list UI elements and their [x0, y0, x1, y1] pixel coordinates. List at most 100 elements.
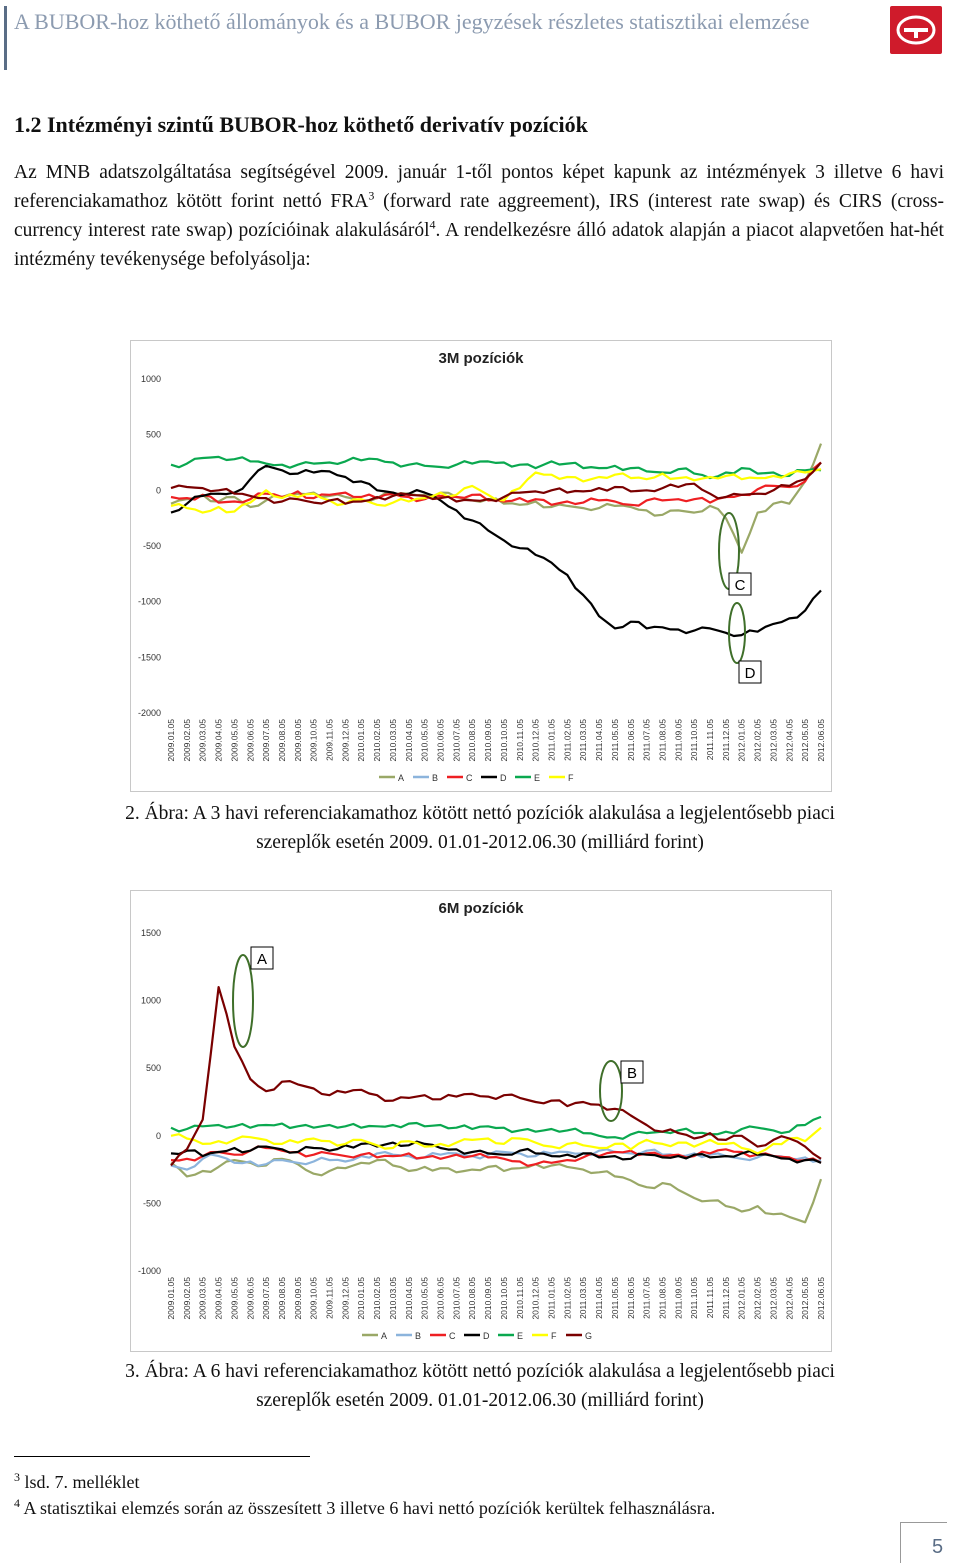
x-tick-label: 2009.03.05: [198, 1277, 208, 1320]
x-tick-label: 2010.04.05: [404, 1277, 414, 1320]
y-tick-label: -500: [143, 1198, 161, 1208]
mnb-logo-icon: [896, 15, 936, 45]
x-tick-label: 2009.07.05: [261, 1277, 271, 1320]
x-tick-label: 2009.06.05: [245, 1277, 255, 1320]
header-accent-bar: [4, 6, 7, 70]
x-tick-label: 2012.02.05: [753, 1277, 763, 1320]
x-tick-label: 2011.01.05: [546, 1277, 556, 1319]
x-tick-label: 2009.11.05: [325, 1277, 335, 1319]
x-tick-label: 2012.06.05: [816, 1277, 826, 1320]
x-tick-label: 2011.06.05: [626, 1277, 636, 1319]
legend-label-G: G: [585, 1331, 592, 1341]
x-tick-label: 2010.07.05: [451, 1277, 461, 1320]
footnote-divider: [14, 1456, 310, 1457]
x-tick-label: 2012.03.05: [768, 719, 778, 762]
x-tick-label: 2012.01.05: [737, 719, 747, 762]
x-tick-label: 2009.08.05: [277, 1277, 287, 1320]
x-tick-label: 2010.01.05: [356, 719, 366, 762]
x-tick-label: 2012.04.05: [784, 1277, 794, 1320]
x-tick-label: 2010.09.05: [483, 719, 493, 762]
x-tick-label: 2010.06.05: [436, 1277, 446, 1320]
chart-3m: 3M pozíciók 1000 500 0 -500 -1000 -1500 -2000 20…: [138, 350, 826, 783]
x-tick-label: 2011.03.05: [578, 1277, 588, 1319]
annotation-box-D: [738, 660, 762, 684]
x-tick-label: 2011.09.05: [673, 1277, 683, 1319]
series-line-D: [170, 464, 822, 638]
x-tick-label: 2009.01.05: [166, 719, 176, 762]
footnote-4: 4 A statisztikai elemzés során az összes…: [14, 1492, 715, 1519]
x-tick-label: 2010.03.05: [388, 719, 398, 762]
legend-label-B: B: [415, 1331, 421, 1341]
x-tick-label: 2010.06.05: [436, 719, 446, 762]
x-tick-label: 2010.12.05: [531, 719, 541, 762]
series-line-F: [170, 1126, 822, 1155]
x-tick-label: 2012.03.05: [768, 1277, 778, 1320]
x-tick-label: 2012.05.05: [800, 1277, 810, 1320]
x-tick-label: 2010.10.05: [499, 1277, 509, 1320]
annotation-box-B: [620, 1060, 644, 1084]
chart-title: 6M pozíciók: [438, 900, 524, 917]
x-tick-label: 2009.02.05: [182, 1277, 192, 1320]
x-tick-label: 2011.08.05: [657, 1277, 667, 1319]
header-title: A BUBOR-hoz köthető állományok és a BUBO…: [14, 9, 810, 34]
annotation-ellipse-B: [599, 1060, 623, 1122]
y-tick-label: -2000: [138, 708, 161, 718]
x-tick-label: 2011.05.05: [610, 719, 620, 761]
x-tick-label: 2012.05.05: [800, 719, 810, 762]
y-tick-label: 0: [156, 485, 161, 495]
x-tick-label: 2009.07.05: [261, 719, 271, 762]
x-tick-label: 2009.01.05: [166, 1277, 176, 1320]
x-tick-label: 2010.12.05: [531, 1277, 541, 1320]
y-tick-label: -1000: [138, 597, 161, 607]
x-tick-label: 2012.02.05: [753, 719, 763, 762]
x-tick-label: 2010.08.05: [467, 1277, 477, 1320]
x-tick-label: 2009.03.05: [198, 719, 208, 762]
legend-label-D: D: [483, 1331, 490, 1341]
figure-2-caption-line-1: 2. Ábra: A 3 havi referenciakamathoz köt…: [125, 803, 835, 824]
x-tick-label: 2009.08.05: [277, 719, 287, 762]
y-tick-label: 1500: [141, 928, 161, 938]
footnote-ref-4[interactable]: 4: [429, 217, 436, 232]
x-tick-label: 2010.11.05: [515, 719, 525, 761]
x-tick-label: 2011.10.05: [689, 1277, 699, 1319]
x-tick-label: 2010.02.05: [372, 719, 382, 762]
legend-label-A: A: [381, 1331, 387, 1341]
x-tick-label: 2009.12.05: [340, 1277, 350, 1320]
x-tick-label: 2009.09.05: [293, 1277, 303, 1320]
legend-label-C: C: [466, 773, 473, 783]
footnote-ref-3[interactable]: 3: [368, 188, 375, 203]
footnote-3: 3 lsd. 7. melléklet: [14, 1466, 139, 1493]
footnote-4-text: A statisztikai elemzés során az összesít…: [20, 1498, 716, 1518]
footnote-3-text: lsd. 7. melléklet: [20, 1472, 140, 1492]
x-tick-label: 2010.03.05: [388, 1277, 398, 1320]
legend-label-A: A: [398, 773, 404, 783]
x-tick-label: 2011.03.05: [578, 719, 588, 761]
page-header: A BUBOR-hoz köthető állományok és a BUBO…: [0, 0, 960, 78]
series-line-B: [170, 1148, 822, 1171]
body-text-part-1: Az MNB adatszolgáltatása segítségével 20…: [14, 162, 944, 212]
annotation-label-D: D: [745, 665, 756, 682]
x-tick-label: 2009.05.05: [229, 1277, 239, 1320]
chart-3m-frame: 3M pozíciók 1000 500 0 -500 -1000 -1500 -2000 20…: [130, 340, 832, 792]
x-tick-label: 2011.04.05: [594, 719, 604, 761]
y-tick-label: -1000: [138, 1266, 161, 1276]
y-tick-label: -500: [143, 541, 161, 551]
page-number: 5: [932, 1536, 944, 1558]
x-tick-label: 2011.02.05: [562, 719, 572, 761]
x-tick-label: 2011.10.05: [689, 719, 699, 761]
x-tick-label: 2011.07.05: [642, 719, 652, 761]
annotation-label-C: C: [735, 577, 746, 594]
figure-3-caption-line-2: szereplők esetén 2009. 01.01-2012.06.30 …: [256, 1390, 704, 1411]
x-tick-label: 2009.02.05: [182, 719, 192, 762]
x-tick-label: 2011.09.05: [673, 719, 683, 761]
y-tick-label: 0: [156, 1131, 161, 1141]
x-tick-label: 2011.08.05: [657, 719, 667, 761]
legend-label-F: F: [568, 773, 574, 783]
x-tick-label: 2012.04.05: [784, 719, 794, 762]
series-line-G: [170, 986, 822, 1167]
legend-label-C: C: [449, 1331, 456, 1341]
legend-label-F: F: [551, 1331, 557, 1341]
y-tick-label: 1000: [141, 996, 161, 1006]
x-tick-label: 2009.11.05: [325, 719, 335, 761]
x-tick-label: 2010.11.05: [515, 1277, 525, 1319]
